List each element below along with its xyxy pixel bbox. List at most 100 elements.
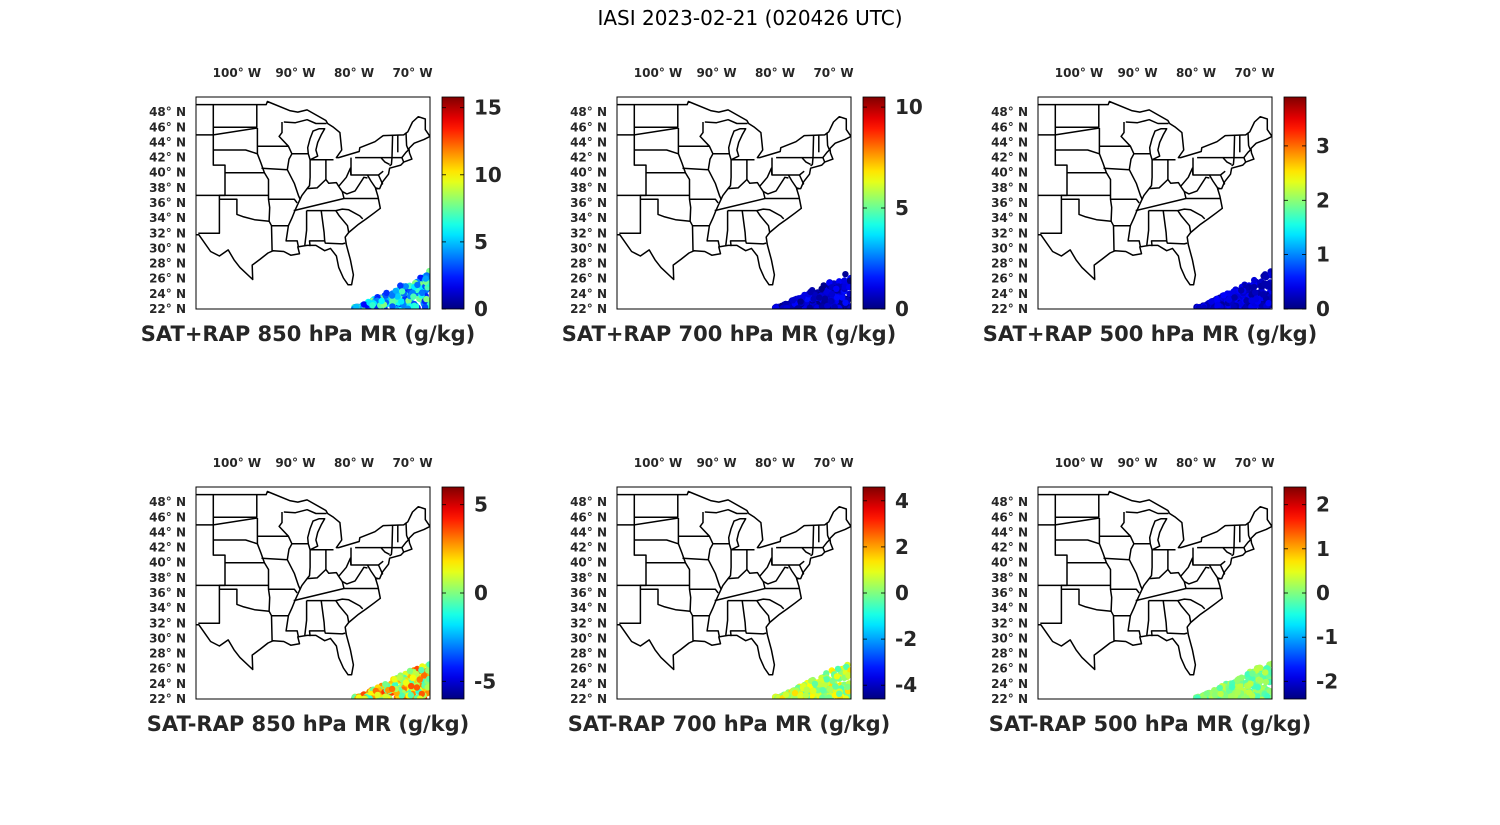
- state-boundaries: [196, 100, 430, 286]
- lon-tick-label: 80° W: [334, 66, 374, 80]
- state-boundaries: [196, 490, 430, 676]
- map-panel-5: 100° W 90° W 80° W 70° W 48° N46° N44° N 42° …: [568, 456, 917, 736]
- lon-tick-label: 100° W: [1055, 66, 1103, 80]
- map-panel-6: 100° W 90° W 80° W 70° W 48° N46° N44° N 42° …: [989, 456, 1338, 736]
- colorbar-tick-label: 1: [1316, 243, 1330, 267]
- colorbar-tick-label: 0: [474, 297, 488, 321]
- lat-tick-label: 30° N: [149, 631, 186, 645]
- colorbar-tick-label: 10: [895, 95, 923, 119]
- lat-tick-label: 40° N: [149, 556, 186, 570]
- satellite-swath: [1193, 268, 1272, 309]
- lat-tick-label: 28° N: [149, 257, 186, 271]
- lon-tick-label: 70° W: [392, 66, 432, 80]
- lat-tick-label: 24° N: [570, 287, 607, 301]
- lat-tick-label: 46° N: [570, 510, 607, 524]
- lat-tick-label: 30° N: [991, 631, 1028, 645]
- lon-tick-label: 90° W: [275, 66, 315, 80]
- colorbar-tick-label: 5: [474, 493, 488, 517]
- lat-tick-label: 26° N: [991, 272, 1028, 286]
- lon-tick-label: 100° W: [634, 456, 682, 470]
- colorbar-tick-label: -2: [1316, 669, 1338, 693]
- figure-title: IASI 2023-02-21 (020426 UTC): [597, 6, 903, 30]
- lat-tick-label: 30° N: [570, 631, 607, 645]
- map-frame: [1037, 486, 1273, 700]
- lat-tick-label: 44° N: [991, 135, 1028, 149]
- satellite-swath: [1192, 660, 1272, 699]
- lon-tick-label: 80° W: [1176, 456, 1216, 470]
- colorbar-tick-label: 10: [474, 163, 502, 187]
- lat-tick-label: 42° N: [991, 151, 1028, 165]
- lat-tick-label: 34° N: [570, 211, 607, 225]
- lon-tick-label: 80° W: [755, 66, 795, 80]
- lat-tick-label: 32° N: [991, 226, 1028, 240]
- lat-tick-label: 34° N: [570, 601, 607, 615]
- panel-label: SAT+RAP 700 hPa MR (g/kg): [562, 322, 896, 346]
- lat-tick-label: 28° N: [991, 647, 1028, 661]
- colorbar-tick-label: 3: [1316, 134, 1330, 158]
- colorbar-tick-label: 15: [474, 96, 502, 120]
- lat-tick-label: 38° N: [570, 181, 607, 195]
- lon-tick-label: 90° W: [275, 456, 315, 470]
- state-boundaries: [1038, 490, 1272, 676]
- lat-tick-label: 48° N: [570, 495, 607, 509]
- panel-label: SAT-RAP 850 hPa MR (g/kg): [147, 712, 470, 736]
- lat-tick-label: 44° N: [570, 525, 607, 539]
- lon-tick-label: 100° W: [1055, 456, 1103, 470]
- map-panel-4: 100° W 90° W 80° W 70° W 48° N46° N44° N 42° …: [147, 456, 496, 736]
- lat-tick-label: 40° N: [570, 556, 607, 570]
- state-boundaries: [617, 490, 851, 676]
- lon-tick-label: 90° W: [1117, 456, 1157, 470]
- lon-tick-label: 80° W: [334, 456, 374, 470]
- lat-tick-label: 24° N: [991, 287, 1028, 301]
- lat-tick-label: 28° N: [991, 257, 1028, 271]
- colorbar-tick-label: -4: [895, 673, 917, 697]
- colorbar-tick-label: 0: [1316, 297, 1330, 321]
- colorbar-tick-label: 1: [1316, 537, 1330, 561]
- map-frame: [616, 486, 852, 700]
- colorbar-tick-label: -1: [1316, 625, 1338, 649]
- lon-tick-label: 100° W: [213, 66, 261, 80]
- lat-tick-label: 26° N: [991, 662, 1028, 676]
- map-frame: [195, 486, 431, 700]
- panel-label: SAT+RAP 500 hPa MR (g/kg): [983, 322, 1317, 346]
- colorbar-tick-label: -2: [895, 627, 917, 651]
- lat-tick-label: 36° N: [991, 196, 1028, 210]
- colorbar-tick-label: 0: [895, 297, 909, 321]
- lon-tick-label: 70° W: [392, 456, 432, 470]
- colorbar-tick-label: 2: [895, 535, 909, 559]
- colorbar-tick-label: 5: [474, 230, 488, 254]
- lat-tick-label: 44° N: [991, 525, 1028, 539]
- lat-tick-label: 48° N: [570, 105, 607, 119]
- lat-tick-label: 38° N: [991, 181, 1028, 195]
- colorbar-tick-label: 0: [474, 581, 488, 605]
- lat-tick-label: 24° N: [991, 677, 1028, 691]
- lat-tick-label: 48° N: [991, 495, 1028, 509]
- lon-tick-label: 80° W: [755, 456, 795, 470]
- satellite-swath: [771, 661, 851, 699]
- lat-tick-label: 46° N: [570, 120, 607, 134]
- lat-tick-label: 46° N: [149, 120, 186, 134]
- lat-tick-label: 24° N: [570, 677, 607, 691]
- lat-tick-label: 42° N: [570, 541, 607, 555]
- lat-tick-label: 28° N: [570, 257, 607, 271]
- satellite-swath: [771, 271, 851, 309]
- lat-tick-label: 22° N: [991, 302, 1028, 316]
- lat-tick-label: 26° N: [149, 662, 186, 676]
- lat-tick-label: 42° N: [149, 541, 186, 555]
- lat-tick-label: 48° N: [149, 105, 186, 119]
- lat-tick-label: 32° N: [570, 226, 607, 240]
- lat-tick-label: 26° N: [570, 662, 607, 676]
- lon-tick-label: 70° W: [1234, 456, 1274, 470]
- colorbar: [862, 96, 886, 310]
- lat-tick-label: 36° N: [570, 586, 607, 600]
- panel-label: SAT-RAP 500 hPa MR (g/kg): [989, 712, 1312, 736]
- lat-tick-label: 30° N: [570, 241, 607, 255]
- map-frame: [195, 96, 431, 310]
- lat-tick-label: 44° N: [570, 135, 607, 149]
- lat-tick-label: 34° N: [149, 211, 186, 225]
- lat-tick-label: 32° N: [149, 616, 186, 630]
- lat-tick-label: 48° N: [149, 495, 186, 509]
- lat-tick-label: 26° N: [149, 272, 186, 286]
- lat-tick-label: 46° N: [991, 510, 1028, 524]
